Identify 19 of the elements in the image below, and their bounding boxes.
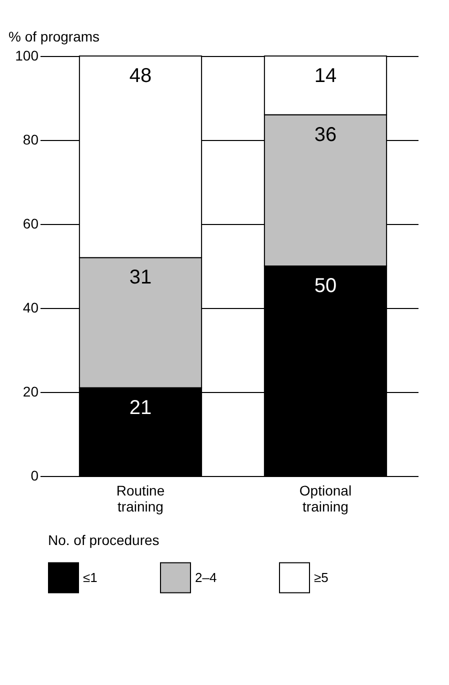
data-label: 31: [129, 266, 152, 289]
legend-label: ≥5: [314, 570, 328, 585]
legend-label: ≤1: [83, 570, 98, 585]
y-tick-label: 80: [22, 132, 39, 148]
x-tick-label: Routine training: [116, 482, 165, 514]
data-label: 50: [314, 275, 337, 297]
x-tick-label: Optional training: [299, 482, 352, 514]
legend-title: No. of procedures: [48, 532, 160, 548]
y-tick-label: 100: [15, 48, 39, 64]
data-label: 36: [314, 124, 337, 146]
y-tick-label: 40: [22, 300, 39, 316]
data-label: 14: [314, 65, 337, 87]
y-tick-label: 0: [30, 468, 39, 484]
y-axis-title: % of programs: [8, 28, 100, 44]
legend-label: 2–4: [195, 570, 217, 585]
y-tick-label: 60: [22, 216, 39, 232]
data-label: 21: [129, 396, 152, 419]
data-label: 48: [129, 65, 152, 87]
y-tick-label: 20: [22, 384, 39, 400]
